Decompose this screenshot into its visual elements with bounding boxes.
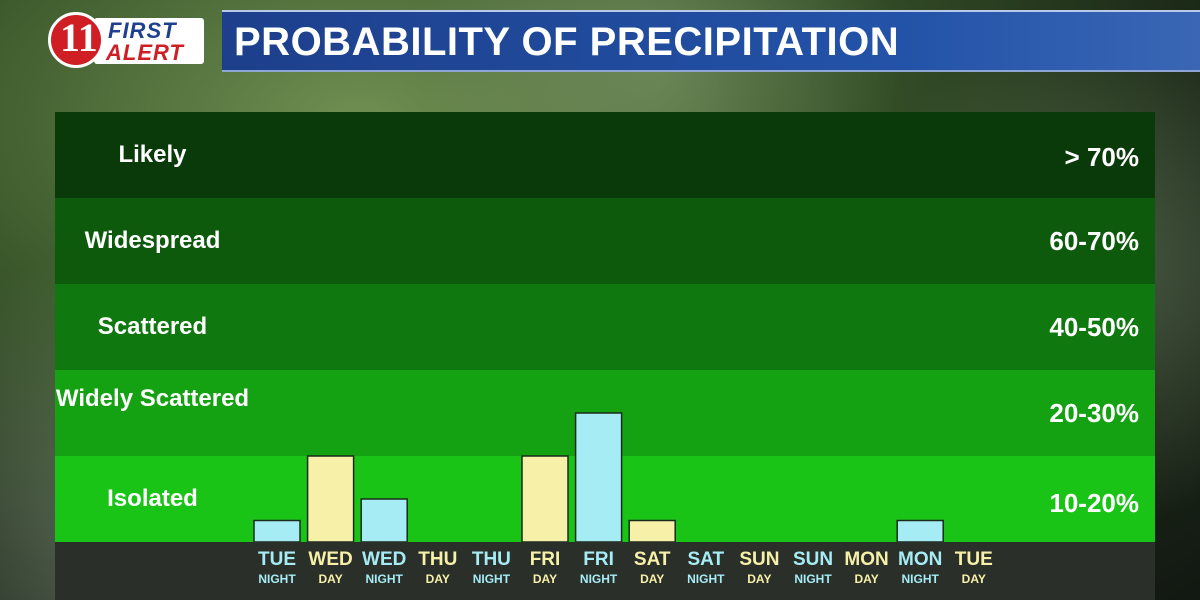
- x-label-day: WED: [362, 549, 407, 570]
- bar-tue-night: [253, 519, 301, 542]
- x-label-sat-day: SAT DAY: [625, 549, 679, 587]
- band-label-isolated: Isolated: [107, 485, 198, 512]
- x-label-day: MON: [844, 549, 889, 570]
- band-label-widely-scattered: Widely Scattered: [55, 385, 250, 412]
- x-label-period: DAY: [961, 572, 986, 586]
- band-label-likely: Likely: [118, 141, 187, 168]
- x-label-period: NIGHT: [472, 572, 511, 586]
- x-label-period: DAY: [747, 572, 772, 586]
- x-label-mon-day: MON DAY: [840, 549, 894, 587]
- x-label-day: TUE: [258, 549, 296, 570]
- x-axis-strip: TUE NIGHT WED DAY WED NIGHT THU DAY THU NIGHT FRI D…: [55, 542, 1155, 600]
- band-pct-scattered: 40-50%: [1049, 312, 1139, 342]
- x-label-period: NIGHT: [365, 572, 403, 586]
- x-label-fri-day: FRI DAY: [518, 549, 572, 587]
- x-label-sun-day: SUN DAY: [732, 549, 786, 587]
- bar-wed-day: [306, 455, 355, 542]
- x-label-day: SUN: [739, 549, 780, 570]
- band-scattered: Scattered 40-50%: [55, 284, 1155, 370]
- logo-numeral: 11: [60, 15, 98, 60]
- x-label-tue-night: TUE NIGHT: [250, 549, 304, 587]
- band-pct-widely-scattered: 20-30%: [1049, 398, 1139, 428]
- x-label-day: WED: [308, 549, 353, 570]
- x-label-period: DAY: [854, 572, 879, 586]
- logo-plate: [94, 18, 204, 64]
- x-label-period: NIGHT: [687, 572, 725, 586]
- band-label-widespread: Widespread: [84, 227, 221, 254]
- x-label-period: DAY: [640, 572, 665, 586]
- x-label-wed-day: WED DAY: [304, 549, 358, 587]
- bar-wed-night: [360, 498, 408, 542]
- logo-first-text: FIRST: [108, 18, 177, 43]
- x-label-sun-night: SUN NIGHT: [786, 549, 840, 587]
- logo-alert-text: ALERT: [106, 40, 184, 65]
- bar-fri-night: [574, 412, 623, 542]
- first-alert-logo: 11 FIRST ALERT: [48, 10, 208, 72]
- x-label-mon-night: MON NIGHT: [893, 549, 947, 587]
- x-label-thu-night: THU NIGHT: [464, 549, 518, 587]
- band-pct-likely: > 70%: [1064, 142, 1139, 172]
- x-label-fri-night: FRI NIGHT: [572, 549, 626, 587]
- band-widespread: Widespread 60-70%: [55, 198, 1155, 284]
- x-label-day: MON: [898, 549, 943, 570]
- x-label-day: FRI: [583, 549, 614, 570]
- x-label-thu-day: THU DAY: [411, 549, 465, 587]
- x-label-period: DAY: [318, 572, 343, 586]
- x-label-day: THU: [471, 549, 511, 570]
- band-label-scattered: Scattered: [97, 313, 208, 340]
- x-label-day: THU: [418, 549, 458, 570]
- x-label-day: SAT: [633, 549, 671, 570]
- band-likely: Likely > 70%: [55, 112, 1155, 198]
- x-label-day: FRI: [529, 549, 561, 570]
- x-label-period: DAY: [425, 572, 450, 586]
- title-bar: PROBABILITY OF PRECIPITATION: [222, 10, 1200, 72]
- page-title: PROBABILITY OF PRECIPITATION: [234, 20, 900, 64]
- bar-plot: [253, 412, 944, 542]
- x-label-day: SUN: [792, 549, 834, 570]
- bar-sat-day: [628, 519, 676, 542]
- band-pct-widespread: 60-70%: [1049, 226, 1139, 256]
- x-label-day: TUE: [954, 549, 993, 570]
- x-label-period: NIGHT: [794, 572, 832, 586]
- x-label-day: SAT: [687, 549, 725, 570]
- x-label-tue-day: TUE DAY: [947, 549, 1001, 587]
- bar-mon-night: [896, 519, 944, 542]
- x-label-period: DAY: [532, 572, 558, 586]
- bar-fri-day: [521, 455, 569, 542]
- logo-circle: [48, 12, 104, 68]
- band-pct-isolated: 10-20%: [1049, 488, 1139, 518]
- x-label-period: NIGHT: [258, 572, 296, 586]
- x-label-period: NIGHT: [579, 572, 618, 586]
- x-label-wed-night: WED NIGHT: [357, 549, 411, 587]
- chart-panel: Likely > 70% Widespread 60-70% Scattered…: [55, 112, 1155, 600]
- x-label-period: NIGHT: [901, 572, 939, 586]
- x-label-sat-night: SAT NIGHT: [679, 549, 733, 587]
